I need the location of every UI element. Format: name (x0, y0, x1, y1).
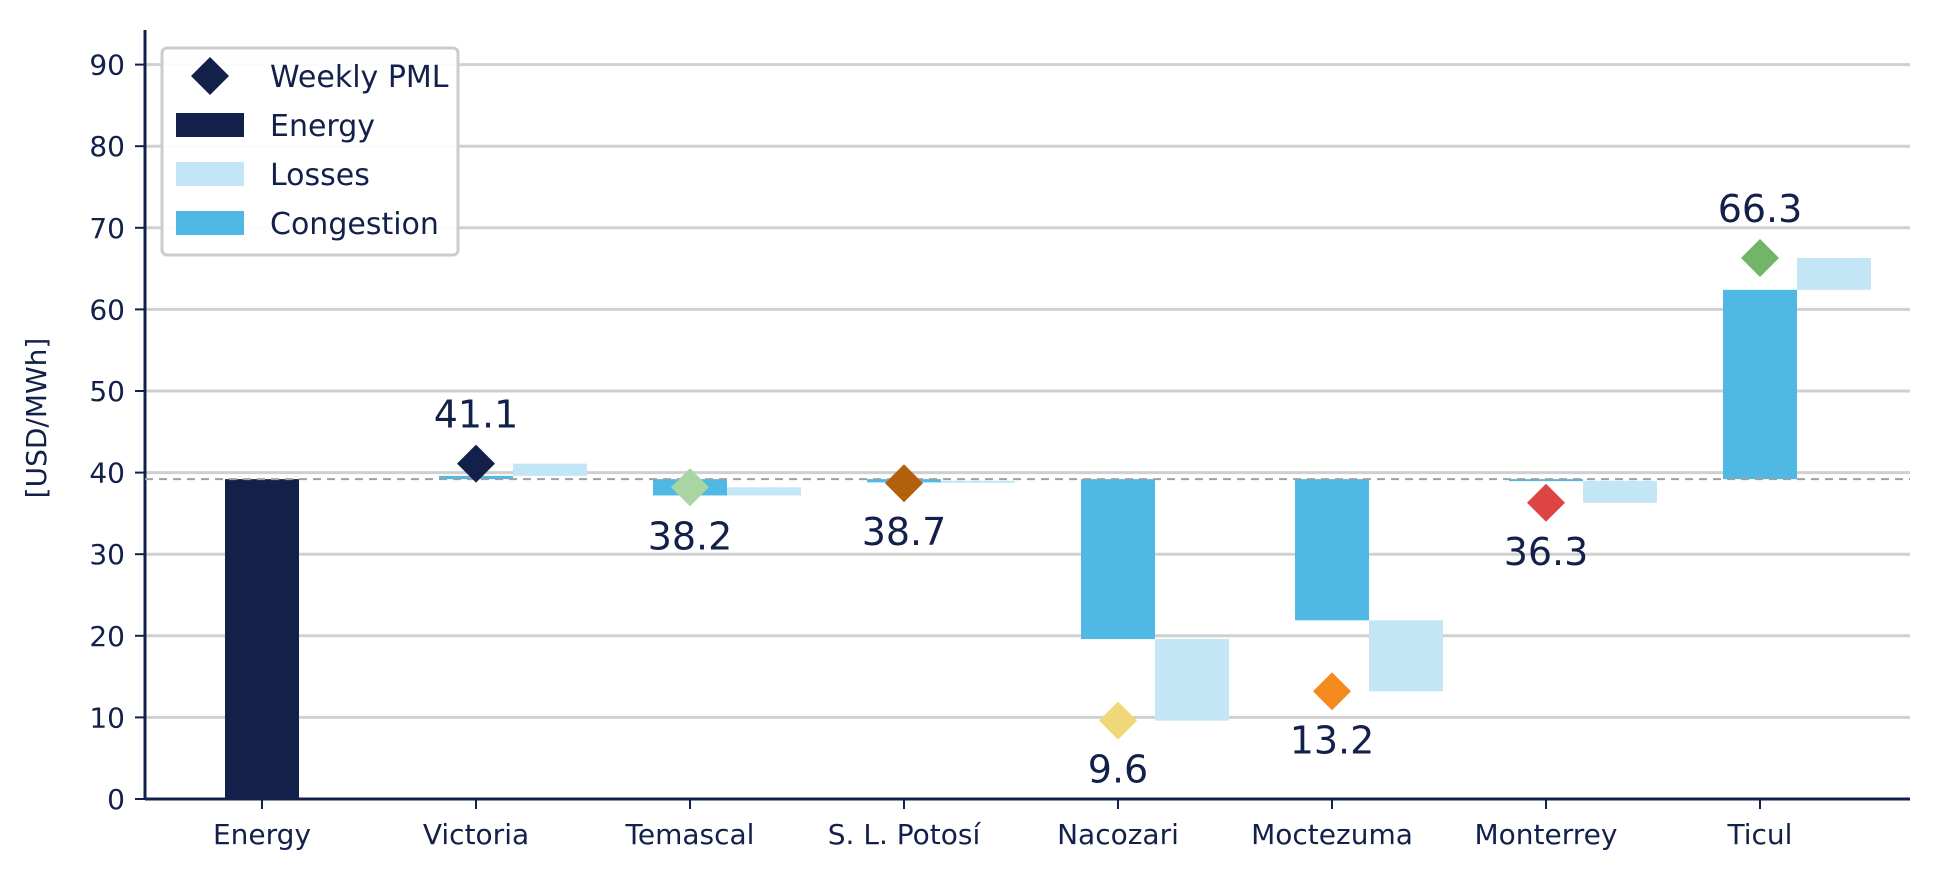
data-label: 38.2 (648, 514, 733, 558)
pml-markers (457, 238, 1779, 740)
y-tick-label: 60 (89, 293, 125, 326)
x-tick-label: Ticul (1727, 818, 1793, 851)
y-tick-label: 20 (89, 620, 125, 653)
legend: Weekly PML Energy Losses Congestion (160, 46, 460, 257)
data-label: 13.2 (1290, 718, 1375, 762)
legend-label: Weekly PML (270, 60, 449, 95)
losses-bar (513, 463, 587, 476)
pml-marker (457, 444, 495, 483)
losses-bar (941, 480, 1015, 483)
x-tick-label: S. L. Potosí (828, 818, 982, 851)
legend-swatch (176, 211, 244, 235)
legend-swatch (176, 113, 244, 137)
data-label: 66.3 (1718, 187, 1803, 231)
legend-label: Congestion (270, 207, 439, 242)
losses-bar (1797, 257, 1871, 290)
y-tick-label: 50 (89, 375, 125, 408)
y-tick-label: 70 (89, 212, 125, 245)
y-axis-label: [USD/MWh] (20, 338, 53, 499)
congestion-bar (1295, 479, 1369, 621)
legend-label: Energy (270, 109, 375, 144)
y-tick-label: 0 (107, 783, 125, 816)
x-tick-label: Nacozari (1057, 818, 1179, 851)
y-tick-label: 90 (89, 49, 125, 82)
legend-swatch-marker (191, 57, 229, 95)
legend-label: Losses (270, 158, 370, 193)
losses-bar (727, 487, 801, 496)
data-label: 36.3 (1504, 530, 1589, 574)
y-axis: 0 10 20 30 40 50 60 70 80 90 (89, 30, 147, 816)
data-label: 41.1 (434, 393, 519, 437)
data-labels: 41.1 38.2 38.7 9.6 13.2 36.3 66.3 (434, 187, 1803, 792)
pml-marker (1527, 483, 1565, 522)
losses-bar (1583, 480, 1657, 503)
x-tick-label: Victoria (423, 818, 529, 851)
pml-marker (1099, 701, 1137, 740)
data-label: 38.7 (862, 510, 947, 554)
pml-marker (885, 464, 923, 503)
x-tick-label: Moctezuma (1251, 818, 1413, 851)
pml-marker (1741, 238, 1779, 277)
y-tick-label: 10 (89, 701, 125, 734)
x-tick-label: Temascal (625, 818, 755, 851)
congestion-bar (1723, 289, 1797, 480)
data-label: 9.6 (1088, 748, 1148, 792)
x-tick-label: Monterrey (1475, 818, 1618, 851)
energy-bar (225, 479, 299, 799)
x-tick-label: Energy (213, 818, 311, 851)
congestion-bar (1081, 479, 1155, 640)
y-tick-label: 80 (89, 130, 125, 163)
bars (225, 257, 1871, 799)
legend-swatch (176, 162, 244, 186)
y-tick-label: 40 (89, 457, 125, 490)
y-tick-label: 30 (89, 538, 125, 571)
pml-marker (671, 468, 709, 507)
losses-bar (1155, 639, 1229, 721)
pml-marker (1313, 672, 1351, 711)
x-axis: Energy Victoria Temascal S. L. Potosí Nacoza… (145, 797, 1910, 851)
legend-box (160, 46, 460, 257)
losses-bar (1369, 620, 1443, 692)
